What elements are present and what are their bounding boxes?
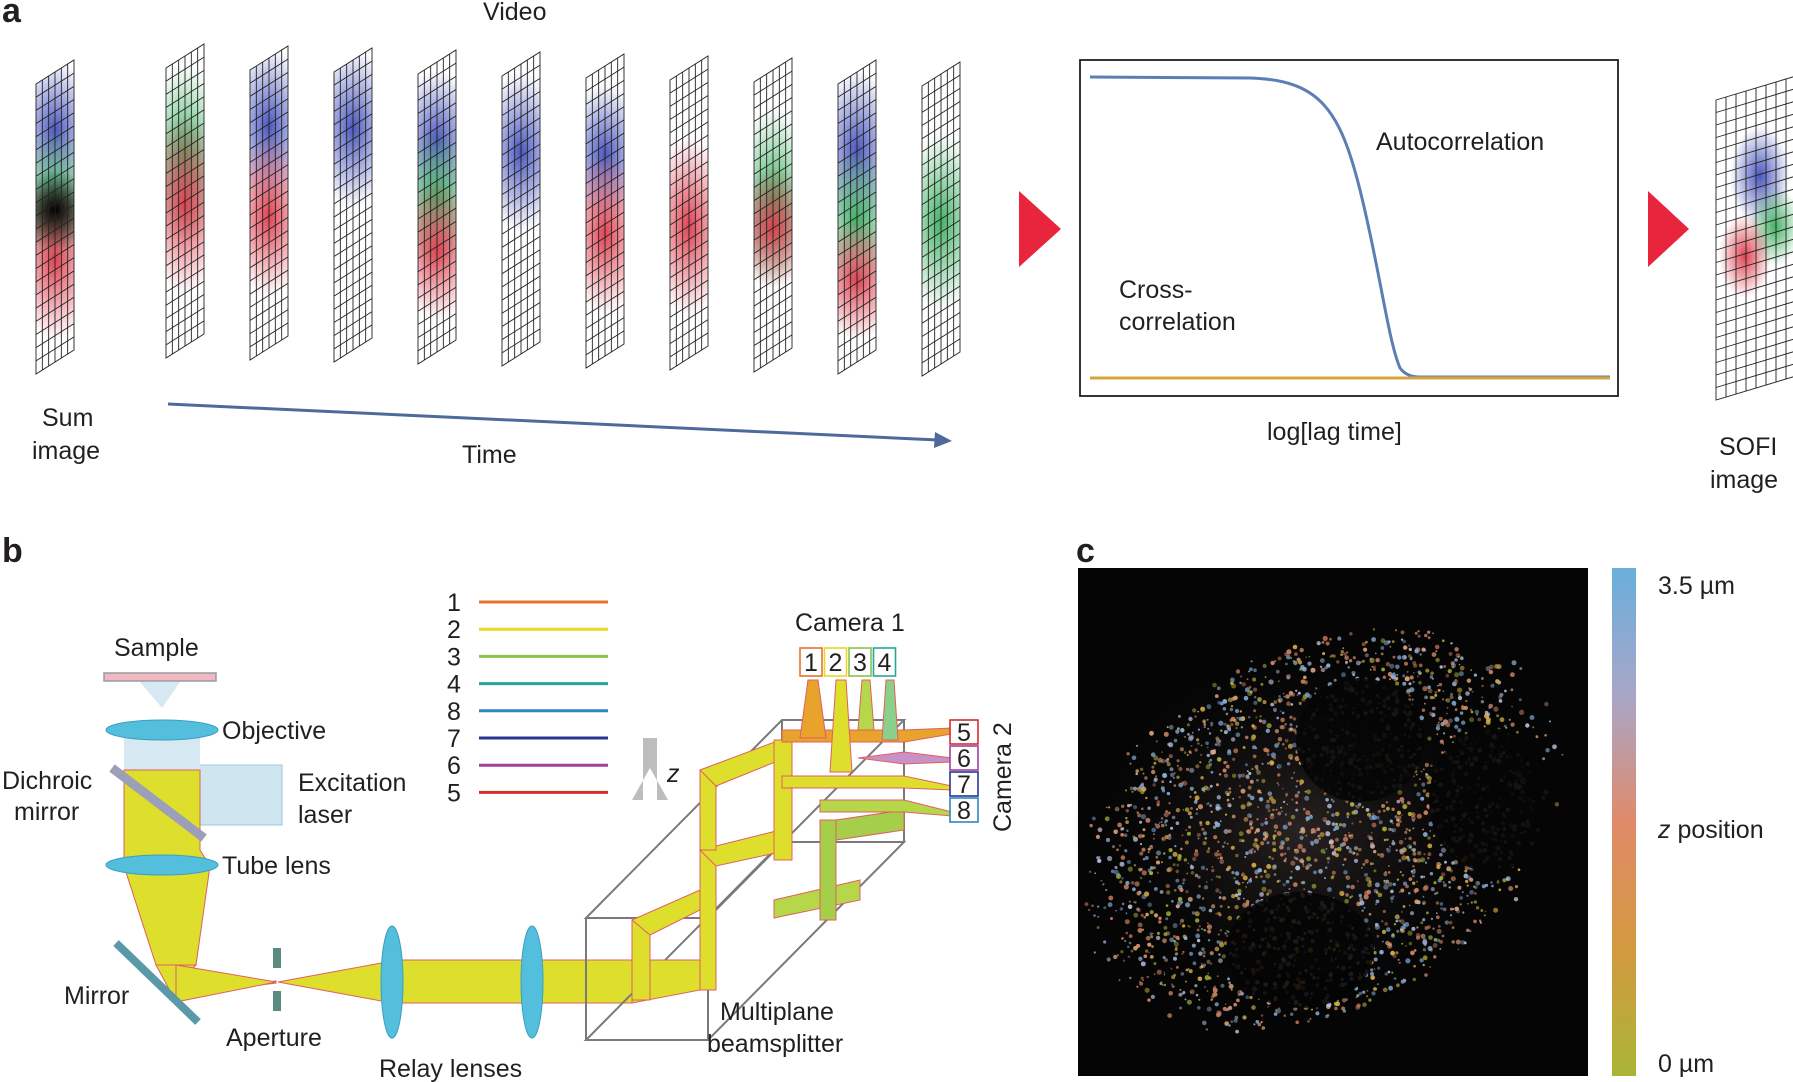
dichroic-label-2: mirror	[14, 798, 79, 826]
lag-time-label: log[lag time]	[1267, 418, 1402, 446]
colorbar-top-label: 3.5 µm	[1658, 572, 1735, 600]
mirror-label: Mirror	[64, 982, 129, 1010]
legend-number-7: 7	[447, 725, 461, 753]
legend-number-2: 2	[447, 616, 461, 644]
red-arrow-2	[1648, 191, 1689, 267]
camera1-box-3	[848, 647, 872, 677]
video-frame-7	[669, 55, 709, 371]
crosscorrelation-label-1: Cross-	[1119, 276, 1193, 304]
red-arrow-1	[1019, 191, 1061, 267]
excitation-laser-beam	[197, 764, 283, 826]
panel-label-a: a	[2, 0, 22, 30]
tube-lens-label: Tube lens	[222, 852, 331, 880]
video-frame-1	[165, 43, 205, 359]
legend-number-3: 3	[447, 643, 461, 671]
colorbar-mid-italic: z	[1657, 816, 1671, 844]
tube-lens	[105, 854, 219, 876]
beam-converging	[175, 964, 277, 1003]
time-arrow-shaft	[167, 402, 939, 442]
aperture-top	[273, 948, 281, 968]
legend-number-1: 1	[447, 589, 461, 617]
video-frame-3	[333, 47, 373, 363]
sum-image-label-2: image	[32, 437, 100, 465]
sofi-label-2: image	[1710, 466, 1778, 494]
video-label: Video	[483, 0, 547, 26]
relay-lenses-label: Relay lenses	[379, 1055, 522, 1082]
autocorrelation-label: Autocorrelation	[1376, 128, 1544, 156]
time-arrow-head	[934, 432, 952, 448]
dichroic-mirror	[109, 764, 207, 842]
camera1-box-4	[872, 647, 897, 677]
fold-mirror	[113, 940, 201, 1025]
relay-lens-1	[380, 925, 404, 1039]
correlation-plot-frame	[1079, 59, 1619, 397]
beam-relay	[391, 959, 533, 1004]
video-frame-10	[921, 61, 961, 377]
sum-image-label-1: Sum	[42, 404, 93, 432]
colorbar-mid-label: z position	[1657, 816, 1764, 844]
camera2-box-8	[949, 797, 979, 823]
camera1-box-1	[799, 647, 823, 677]
time-label: Time	[462, 441, 517, 469]
camera1-number-4: 4	[878, 649, 892, 677]
objective-label: Objective	[222, 717, 326, 745]
camera2-box-6	[949, 745, 979, 771]
video-frame-4	[417, 49, 457, 365]
camera2-number-5: 5	[957, 719, 971, 747]
beam-to-splitter	[531, 959, 633, 1004]
sum-frame	[35, 59, 75, 375]
legend-number-5: 5	[447, 779, 461, 807]
multiplane-label-1: Multiplane	[720, 998, 834, 1026]
sample-slide	[103, 672, 217, 682]
video-frame-8	[753, 57, 793, 373]
camera2-number-8: 8	[957, 797, 971, 825]
z-axis-label: z	[666, 760, 680, 788]
panel-label-b: b	[2, 532, 23, 570]
fluorescence-image	[1070, 568, 1588, 1076]
excitation-label-2: laser	[298, 801, 352, 829]
multiplane-label-2: beamsplitter	[707, 1030, 843, 1058]
colorbar-mid-text: position	[1671, 816, 1764, 844]
video-frame-5	[501, 51, 541, 367]
z-colorbar	[1612, 568, 1636, 1076]
sample-label: Sample	[114, 634, 199, 662]
video-frames	[35, 43, 961, 377]
multiplane-beamsplitter	[583, 679, 953, 1041]
sofi-label-1: SOFI	[1719, 433, 1777, 461]
sofi-image	[1715, 76, 1793, 401]
camera2-number-7: 7	[957, 771, 971, 799]
camera2-box-5	[949, 719, 979, 745]
z-axis-arrow	[632, 738, 668, 800]
crosscorrelation-label-2: correlation	[1119, 308, 1236, 336]
dichroic-label-1: Dichroic	[2, 767, 92, 795]
legend-number-4: 4	[447, 671, 461, 699]
camera1-box-2	[823, 647, 848, 677]
autocorrelation-curve	[1089, 75, 1610, 379]
sample-cone	[140, 682, 180, 708]
camera2-label: Camera 2	[989, 722, 1017, 832]
video-frame-2	[249, 45, 289, 361]
camera1-number-1: 1	[804, 649, 818, 677]
camera1-label: Camera 1	[795, 609, 905, 637]
aperture-bottom	[273, 991, 281, 1011]
camera1-number-2: 2	[829, 649, 843, 677]
video-frame-6	[585, 53, 625, 369]
legend-number-6: 6	[447, 752, 461, 780]
video-frame-9	[837, 59, 877, 375]
colorbar-bottom-label: 0 µm	[1658, 1050, 1714, 1078]
camera2-number-6: 6	[957, 745, 971, 773]
aperture-label: Aperture	[226, 1024, 322, 1052]
beam-diverging	[277, 960, 393, 1004]
camera2-box-7	[949, 771, 979, 797]
panel-label-c: c	[1076, 532, 1095, 570]
legend-number-8: 8	[447, 698, 461, 726]
excitation-label-1: Excitation	[298, 769, 406, 797]
camera1-number-3: 3	[853, 649, 867, 677]
objective-lens	[105, 719, 219, 741]
relay-lens-2	[520, 925, 544, 1039]
